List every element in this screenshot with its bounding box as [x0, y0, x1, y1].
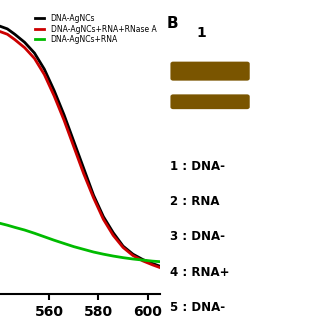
FancyBboxPatch shape	[171, 62, 250, 81]
Text: 3 : DNA-: 3 : DNA-	[170, 230, 225, 244]
Text: 4 : RNA+: 4 : RNA+	[170, 266, 229, 279]
FancyBboxPatch shape	[171, 94, 250, 109]
Text: 1: 1	[197, 26, 206, 40]
Text: 5 : DNA-: 5 : DNA-	[170, 301, 225, 314]
Text: B: B	[166, 16, 178, 31]
Legend: DNA-AgNCs, DNA-AgNCs+RNA+RNase A, DNA-AgNCs+RNA: DNA-AgNCs, DNA-AgNCs+RNA+RNase A, DNA-Ag…	[32, 11, 159, 47]
Text: 1 : DNA-: 1 : DNA-	[170, 160, 225, 173]
Text: 2 : RNA: 2 : RNA	[170, 195, 219, 208]
